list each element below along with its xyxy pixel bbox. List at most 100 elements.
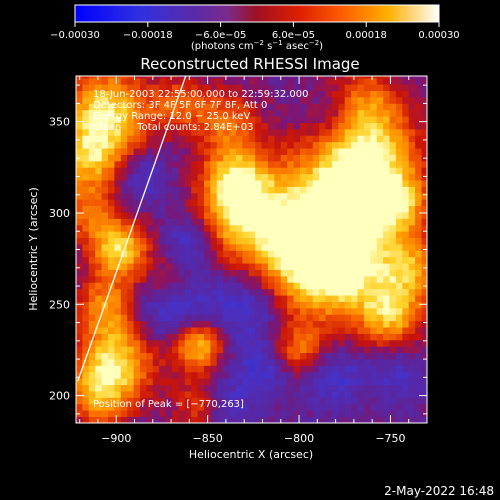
heatmap-cell: [415, 76, 422, 79]
heatmap-cell: [165, 410, 173, 418]
heatmap-cell: [210, 288, 218, 296]
heatmap-cell: [171, 384, 179, 392]
heatmap-cell: [261, 128, 269, 136]
heatmap-cell: [120, 122, 128, 130]
heatmap-cell: [203, 160, 211, 168]
heatmap-cell: [88, 256, 96, 264]
heatmap-cell: [146, 263, 154, 270]
heatmap-cell: [159, 90, 166, 98]
heatmap-cell: [267, 371, 275, 379]
heatmap-cell: [363, 314, 371, 322]
heatmap-cell: [114, 173, 122, 181]
heatmap-cell: [319, 352, 326, 360]
heatmap-cell: [248, 84, 256, 92]
heatmap-cell: [261, 205, 269, 213]
heatmap-cell: [133, 224, 141, 232]
heatmap-cell: [299, 333, 307, 341]
heatmap-cell: [255, 76, 262, 79]
heatmap-cell: [223, 218, 230, 226]
heatmap-cell: [216, 282, 224, 290]
heatmap-cell: [88, 352, 96, 360]
heatmap-cell: [88, 109, 96, 117]
heatmap-cell: [421, 263, 427, 270]
heatmap-cell: [184, 205, 192, 213]
heatmap-cell: [82, 250, 90, 258]
heatmap-cell: [325, 403, 333, 411]
heatmap-cell: [319, 218, 326, 226]
heatmap-cell: [235, 244, 243, 251]
heatmap-cell: [114, 205, 122, 213]
heatmap-cell: [210, 186, 218, 194]
heatmap-cell: [280, 97, 288, 104]
heatmap-cell: [216, 378, 224, 386]
heatmap-cell: [344, 403, 352, 411]
heatmap-cell: [351, 371, 358, 379]
heatmap-cell: [133, 237, 141, 245]
heatmap-cell: [210, 307, 218, 315]
heatmap-cell: [280, 365, 288, 373]
heatmap-cell: [101, 154, 109, 162]
heatmap-cell: [88, 90, 96, 98]
heatmap-cell: [216, 109, 224, 117]
heatmap-cell: [101, 199, 109, 207]
heatmap-cell: [165, 135, 173, 143]
heatmap-cell: [402, 76, 410, 79]
heatmap-cell: [344, 154, 352, 162]
heatmap-cell: [159, 167, 166, 175]
heatmap-cell: [76, 128, 83, 136]
heatmap-cell: [127, 359, 134, 366]
heatmap-cell: [306, 295, 314, 302]
heatmap-cell: [95, 97, 102, 104]
heatmap-cell: [408, 263, 416, 270]
heatmap-cell: [287, 148, 294, 155]
heatmap-cell: [223, 320, 230, 328]
heatmap-cell: [280, 410, 288, 418]
heatmap-cell: [139, 352, 147, 360]
heatmap-cell: [415, 378, 422, 386]
heatmap-cell: [363, 352, 371, 360]
heatmap-cell: [95, 154, 102, 162]
heatmap-cell: [178, 339, 186, 347]
heatmap-cell: [261, 218, 269, 226]
heatmap-cell: [293, 269, 301, 277]
heatmap-cell: [274, 346, 282, 354]
heatmap-cell: [95, 403, 102, 411]
heatmap-cell: [114, 135, 122, 143]
heatmap-cell: [255, 314, 262, 322]
heatmap-cell: [146, 135, 154, 143]
heatmap-cell: [197, 237, 205, 245]
heatmap-cell: [293, 218, 301, 226]
heatmap-cell: [165, 365, 173, 373]
heatmap-cell: [280, 160, 288, 168]
heatmap-cell: [114, 352, 122, 360]
heatmap-cell: [88, 320, 96, 328]
heatmap-cell: [344, 282, 352, 290]
heatmap-cell: [267, 333, 275, 341]
heatmap-cell: [127, 231, 134, 239]
heatmap-cell: [402, 269, 410, 277]
heatmap-cell: [415, 103, 422, 111]
heatmap-cell: [408, 84, 416, 92]
heatmap-cell: [408, 103, 416, 111]
heatmap-cell: [408, 346, 416, 354]
heatmap-cell: [408, 378, 416, 386]
heatmap-cell: [171, 282, 179, 290]
heatmap-cell: [280, 263, 288, 270]
heatmap-cell: [261, 378, 269, 386]
heatmap-cell: [82, 154, 90, 162]
heatmap-cell: [261, 403, 269, 411]
heatmap-cell: [101, 282, 109, 290]
heatmap-cell: [280, 282, 288, 290]
heatmap-cell: [248, 141, 256, 149]
heatmap-cell: [370, 231, 378, 239]
heatmap-cell: [191, 77, 198, 85]
heatmap-cell: [184, 199, 192, 207]
heatmap-cell: [299, 282, 307, 290]
heatmap-cell: [107, 173, 115, 181]
heatmap-cell: [287, 135, 294, 143]
heatmap-cell: [280, 218, 288, 226]
heatmap-cell: [223, 346, 230, 354]
heatmap-cell: [171, 391, 179, 398]
heatmap-cell: [331, 231, 339, 239]
heatmap-cell: [184, 269, 192, 277]
